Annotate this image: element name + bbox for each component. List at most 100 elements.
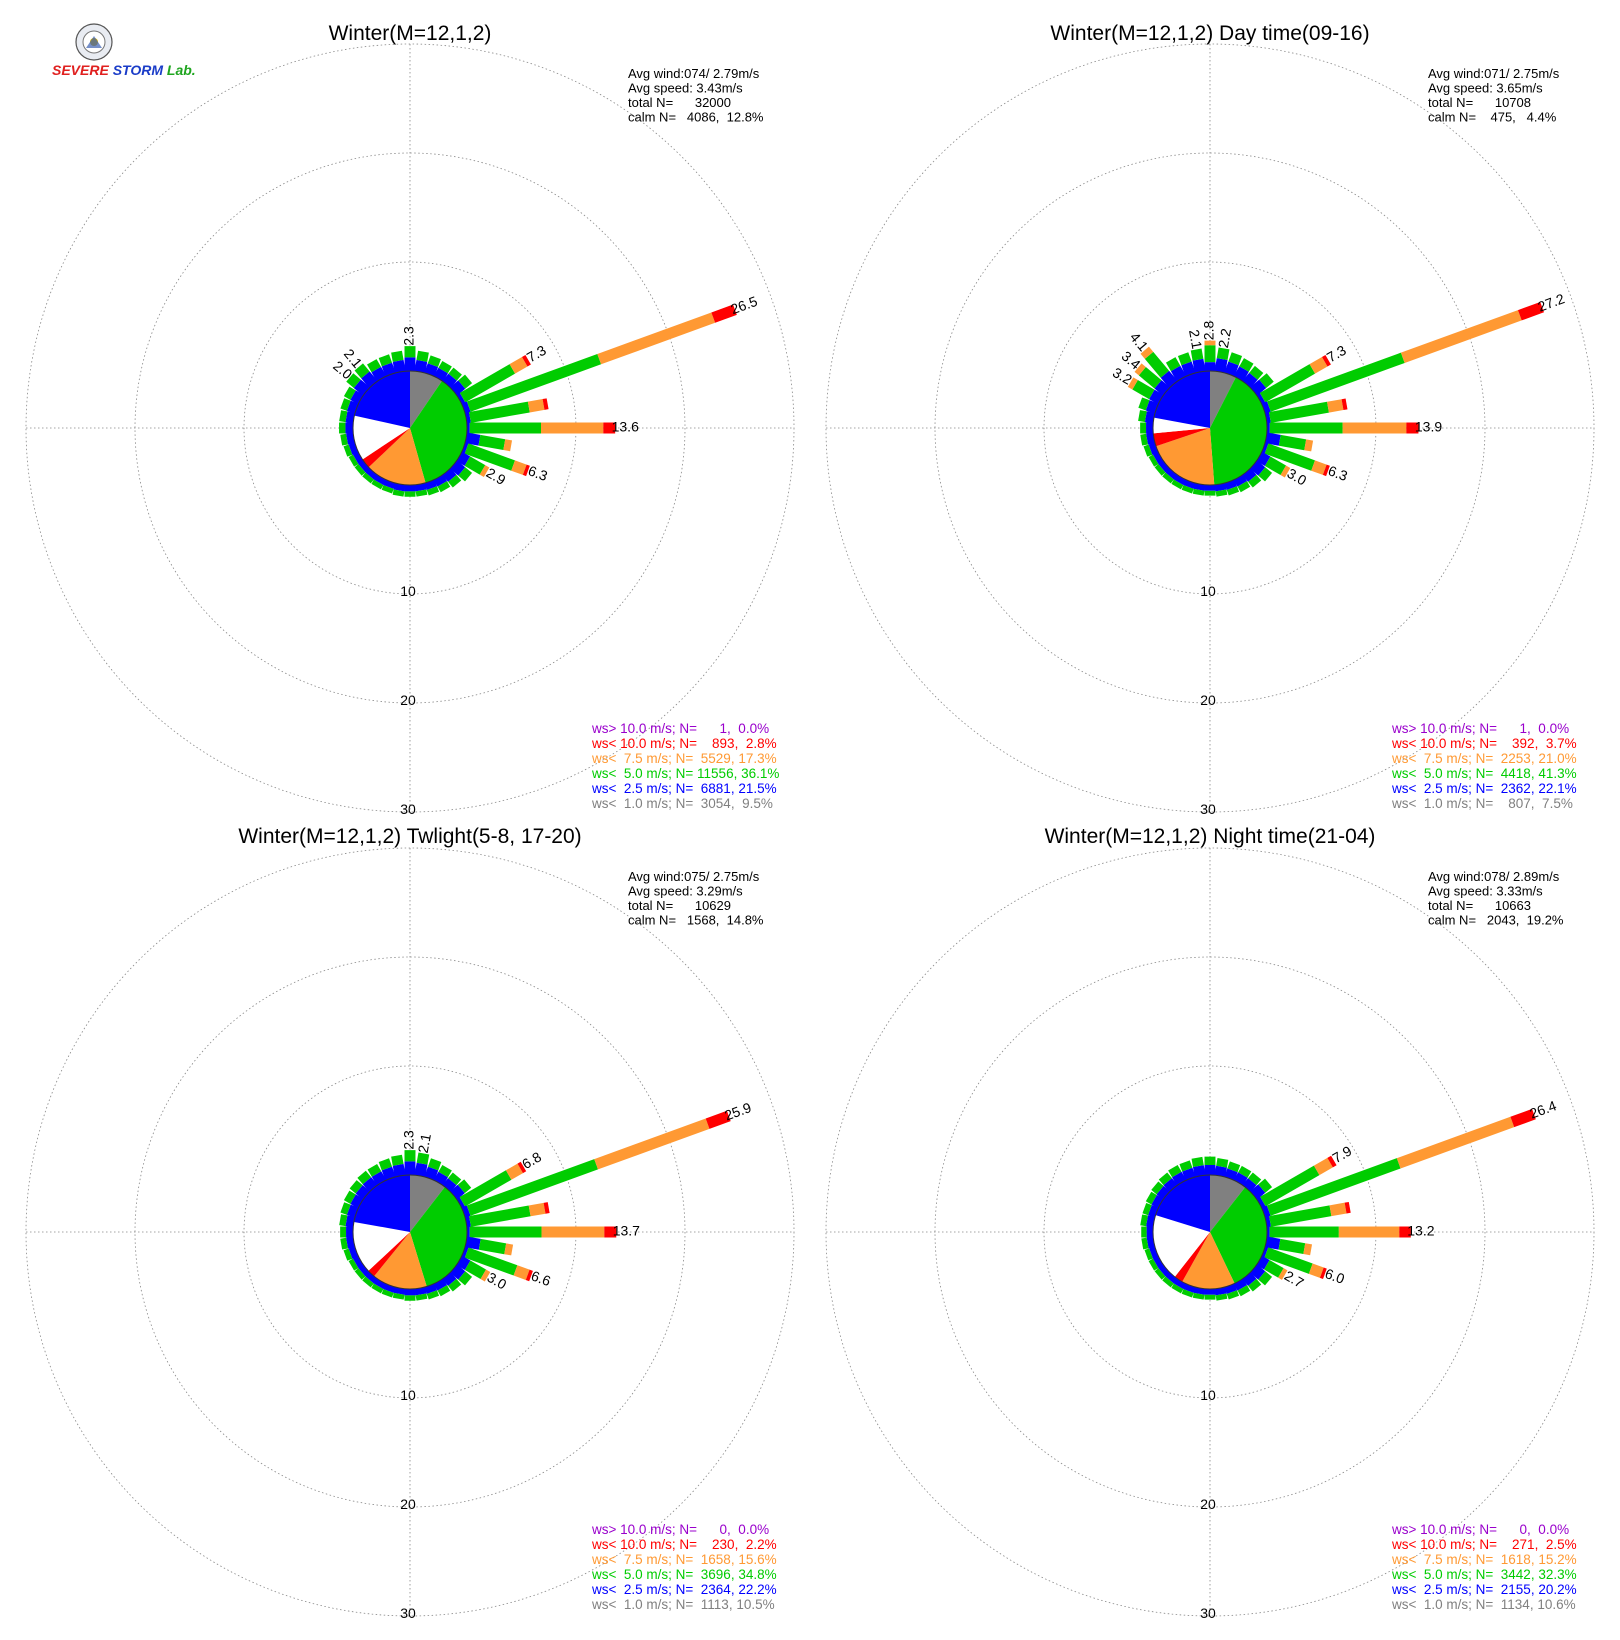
legend-gt10: ws> 10.0 m/s; N= 1, 0.0% (1391, 721, 1569, 736)
legend-lt1: ws< 1.0 m/s; N= 1113, 10.5% (591, 1597, 775, 1612)
legend-lt5: ws< 5.0 m/s; N= 3696, 34.8% (591, 1567, 777, 1582)
petal-70 (711, 304, 737, 323)
pie-slice-lt5 (410, 380, 467, 483)
petal-30 (438, 360, 452, 374)
ring-label: 30 (1200, 801, 1216, 817)
legend-lt75: ws< 7.5 m/s; N= 1658, 15.6% (591, 1552, 777, 1567)
petal-250 (1144, 1248, 1153, 1261)
petal-10 (416, 350, 429, 362)
ring-label: 10 (400, 583, 416, 599)
petal-20 (1224, 361, 1239, 377)
petal-100 (478, 1238, 507, 1255)
petal-270 (346, 1226, 354, 1238)
panel-title: Winter(M=12,1,2) Day time(09-16) (1050, 22, 1369, 45)
pie-outline (1152, 1174, 1268, 1290)
petal-50 (457, 1179, 472, 1194)
stats-line: Avg wind:074/ 2.79m/s (628, 66, 760, 81)
petal-label: 6.3 (526, 462, 550, 484)
petal-label: 6.3 (1326, 462, 1350, 484)
petal-60 (505, 1163, 523, 1180)
petal-150 (433, 474, 448, 487)
petal-110 (1319, 1267, 1327, 1279)
petal-140 (1242, 1271, 1257, 1286)
wind-rose-panel-1: 1020302.37.326.513.66.32.92.02.1Winter(M… (25, 22, 795, 817)
logo-text-lab: Lab. (166, 62, 196, 78)
petal-180 (1204, 1288, 1216, 1295)
petal-280 (1146, 1215, 1156, 1228)
petal-330 (367, 1164, 382, 1177)
petal-340 (1179, 1160, 1193, 1172)
petal-270 (340, 1226, 347, 1238)
petal-110 (1308, 1263, 1324, 1278)
petal-170 (414, 1286, 427, 1296)
petal-100 (1264, 432, 1281, 446)
ring-label: 20 (1200, 692, 1216, 708)
petal-60 (521, 355, 531, 367)
petal-320 (362, 1177, 378, 1193)
petal-label: 13.7 (613, 1223, 640, 1239)
petal-150 (1233, 1278, 1248, 1291)
petal-350 (391, 1154, 404, 1166)
petal-90 (469, 1226, 542, 1238)
petal-40 (1242, 1178, 1257, 1193)
legend-lt5: ws< 5.0 m/s; N= 4418, 41.3% (1391, 766, 1577, 781)
petal-90 (1266, 422, 1270, 434)
pie-slice-calm (1153, 417, 1210, 434)
petal-90 (466, 1226, 470, 1238)
range-ring (934, 152, 1486, 704)
petal-label: 6.6 (529, 1267, 553, 1289)
legend-lt10: ws< 10.0 m/s; N= 271, 2.5% (1391, 1537, 1577, 1552)
panel-title: Winter(M=12,1,2) Night time(21-04) (1045, 825, 1376, 848)
petal-270 (339, 422, 346, 434)
petal-80 (528, 1202, 546, 1217)
petal-160 (1226, 486, 1240, 496)
petal-320 (1163, 1178, 1178, 1193)
petal-110 (461, 1246, 469, 1258)
legend-lt1: ws< 1.0 m/s; N= 807, 7.5% (1391, 796, 1573, 811)
petal-250 (1148, 442, 1159, 455)
petal-label: 2.3 (401, 1130, 417, 1150)
pie-slice-calm (353, 415, 410, 460)
stats-line: Avg wind:075/ 2.75m/s (628, 869, 760, 884)
petal-label: 13.6 (612, 419, 639, 435)
petal-300 (350, 1194, 364, 1209)
petal-20 (424, 363, 439, 377)
petal-220 (365, 1271, 378, 1284)
pie-slice-calm (353, 1221, 410, 1271)
petal-150 (1233, 474, 1248, 487)
petal-190 (392, 489, 405, 497)
petal-180 (404, 1295, 416, 1301)
petal-110 (1261, 442, 1269, 454)
petal-300 (343, 1190, 356, 1204)
petal-70 (466, 1159, 599, 1216)
petal-80 (469, 401, 530, 423)
petal-10 (414, 1162, 428, 1178)
petal-320 (1140, 346, 1154, 359)
petal-200 (383, 1283, 396, 1293)
petal-300 (1127, 377, 1138, 390)
petal-120 (1256, 1255, 1270, 1270)
petal-310 (1156, 1185, 1171, 1200)
petal-250 (1149, 1246, 1159, 1259)
petal-50 (458, 374, 473, 389)
petal-40 (448, 1172, 462, 1186)
stats-line: Avg speed: 3.65m/s (1428, 81, 1543, 96)
petal-170 (1214, 482, 1227, 492)
legend-lt25: ws< 2.5 m/s; N= 2362, 22.1% (1391, 781, 1577, 796)
wind-rose-panel-3: 1020302.32.16.825.913.76.63.0Winter(M=12… (25, 825, 795, 1621)
petal-140 (1248, 1278, 1262, 1292)
petal-130 (458, 467, 473, 482)
petal-110 (1264, 1247, 1313, 1274)
petal-130 (458, 1271, 473, 1286)
petal-120 (1264, 456, 1287, 476)
pie-slice-lt75 (374, 1232, 427, 1289)
legend-lt10: ws< 10.0 m/s; N= 230, 2.2% (591, 1537, 777, 1552)
petal-90 (1266, 1226, 1270, 1238)
petal-100 (464, 1236, 481, 1250)
petal-160 (1226, 1290, 1240, 1300)
logo-text-storm: STORM (112, 62, 164, 78)
petal-60 (1256, 392, 1266, 405)
petal-300 (1145, 1191, 1157, 1205)
stats-line: calm N= 475, 4.4% (1428, 110, 1557, 125)
petal-90 (1342, 422, 1407, 434)
